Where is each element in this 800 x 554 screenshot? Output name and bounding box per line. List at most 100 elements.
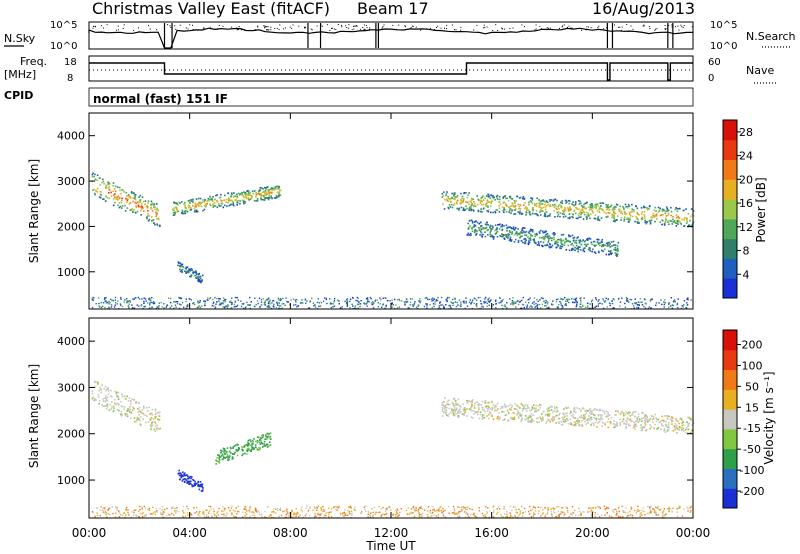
heatmap-cell bbox=[536, 305, 538, 307]
noise-search-dot bbox=[563, 24, 565, 26]
heatmap-cell bbox=[189, 199, 191, 202]
heatmap-cell bbox=[112, 512, 114, 515]
heatmap-cell bbox=[548, 235, 551, 237]
heatmap-cell bbox=[604, 299, 607, 302]
heatmap-cell bbox=[458, 506, 461, 508]
heatmap-cell bbox=[139, 209, 142, 212]
heatmap-cell bbox=[451, 512, 454, 514]
heatmap-cell bbox=[107, 183, 109, 186]
heatmap-cell bbox=[539, 406, 542, 409]
heatmap-cell bbox=[250, 450, 252, 452]
heatmap-cell bbox=[500, 225, 502, 228]
heatmap-cell bbox=[474, 298, 476, 300]
heatmap-cell bbox=[529, 297, 531, 299]
heatmap-cell bbox=[126, 300, 129, 303]
heatmap-cell bbox=[502, 419, 505, 422]
heatmap-cell bbox=[664, 514, 666, 516]
noise-search-dot bbox=[175, 28, 177, 30]
heatmap-cell bbox=[346, 305, 348, 307]
heatmap-cell bbox=[429, 304, 431, 306]
heatmap-cell bbox=[569, 418, 571, 421]
heatmap-cell bbox=[475, 516, 478, 518]
heatmap-cell bbox=[445, 298, 448, 300]
heatmap-cell bbox=[192, 478, 194, 481]
heatmap-cell bbox=[146, 216, 148, 218]
heatmap-cell bbox=[668, 422, 670, 424]
noise-search-dot bbox=[561, 26, 563, 28]
heatmap-cell bbox=[183, 481, 186, 483]
y-tick-label: 4000 bbox=[57, 130, 85, 143]
heatmap-cell bbox=[93, 297, 95, 299]
heatmap-cell bbox=[148, 406, 150, 409]
heatmap-cell bbox=[206, 514, 208, 516]
noise-search-dot bbox=[345, 25, 347, 27]
heatmap-cell bbox=[588, 415, 590, 417]
heatmap-cell bbox=[542, 418, 544, 420]
heatmap-cell bbox=[594, 245, 596, 247]
heatmap-cell bbox=[255, 440, 257, 442]
heatmap-cell bbox=[239, 202, 241, 205]
heatmap-cell bbox=[104, 405, 107, 407]
heatmap-cell bbox=[154, 425, 157, 428]
heatmap-cell bbox=[346, 298, 348, 301]
heatmap-cell bbox=[637, 415, 640, 418]
heatmap-cell bbox=[214, 296, 216, 299]
heatmap-cell bbox=[265, 444, 268, 446]
heatmap-cell bbox=[597, 505, 599, 508]
heatmap-cell bbox=[266, 437, 269, 439]
heatmap-cell bbox=[460, 206, 463, 209]
heatmap-cell bbox=[497, 198, 499, 200]
heatmap-cell bbox=[157, 209, 160, 212]
heatmap-cell bbox=[218, 204, 220, 207]
heatmap-cell bbox=[478, 417, 481, 420]
heatmap-cell bbox=[482, 233, 484, 236]
noise-search-dot bbox=[395, 28, 397, 30]
heatmap-cell bbox=[485, 405, 487, 408]
heatmap-cell bbox=[441, 408, 444, 411]
noise-search-dot bbox=[179, 24, 181, 26]
heatmap-cell bbox=[626, 299, 628, 301]
heatmap-cell bbox=[207, 199, 210, 202]
heatmap-cell bbox=[665, 217, 667, 219]
heatmap-cell bbox=[478, 507, 480, 509]
heatmap-cell bbox=[599, 242, 601, 244]
heatmap-cell bbox=[242, 511, 244, 513]
heatmap-cell bbox=[131, 307, 134, 310]
heatmap-cell bbox=[489, 226, 491, 228]
heatmap-cell bbox=[506, 409, 509, 411]
heatmap-cell bbox=[117, 391, 120, 394]
heatmap-cell bbox=[114, 185, 117, 188]
noise-search-dot bbox=[586, 26, 588, 28]
heatmap-cell bbox=[97, 507, 99, 509]
heatmap-cell bbox=[267, 506, 269, 508]
heatmap-cell bbox=[399, 300, 401, 302]
heatmap-cell bbox=[603, 505, 606, 507]
heatmap-cell bbox=[158, 414, 160, 417]
heatmap-cell bbox=[246, 513, 248, 515]
heatmap-cell bbox=[592, 240, 595, 243]
heatmap-cell bbox=[472, 513, 475, 516]
heatmap-cell bbox=[495, 300, 497, 302]
heatmap-cell bbox=[621, 410, 624, 413]
heatmap-cell bbox=[134, 201, 136, 204]
heatmap-cell bbox=[572, 424, 575, 427]
heatmap-cell bbox=[601, 425, 603, 427]
heatmap-cell bbox=[356, 300, 359, 302]
heatmap-cell bbox=[556, 306, 558, 308]
heatmap-cell bbox=[367, 297, 369, 299]
heatmap-cell bbox=[462, 403, 464, 406]
heatmap-cell bbox=[560, 513, 562, 515]
heatmap-cell bbox=[602, 245, 605, 247]
heatmap-cell bbox=[567, 209, 570, 211]
heatmap-cell bbox=[141, 506, 143, 509]
heatmap-cell bbox=[597, 305, 599, 307]
heatmap-cell bbox=[219, 302, 221, 304]
noise-search-dot bbox=[597, 27, 599, 29]
heatmap-cell bbox=[281, 307, 283, 309]
heatmap-cell bbox=[581, 425, 584, 427]
heatmap-cell bbox=[669, 220, 671, 222]
heatmap-cell bbox=[580, 301, 582, 303]
heatmap-cell bbox=[493, 407, 496, 409]
heatmap-cell bbox=[129, 411, 131, 413]
